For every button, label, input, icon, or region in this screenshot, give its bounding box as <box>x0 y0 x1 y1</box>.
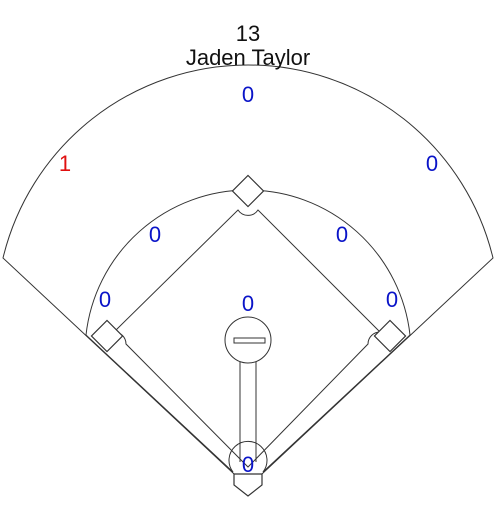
mound-to-home-lane <box>240 362 256 462</box>
zone-third-base-line: 0 <box>99 288 111 312</box>
third-base <box>91 320 122 351</box>
first-base <box>374 320 405 351</box>
right-foul-line-inner <box>263 335 410 472</box>
home-plate <box>234 474 262 496</box>
second-base <box>232 175 263 206</box>
outfield-fence <box>3 65 493 487</box>
zone-first-base-line: 0 <box>386 288 398 312</box>
zone-home-plate: 0 <box>242 453 254 477</box>
zone-right-field: 0 <box>426 152 438 176</box>
zone-left-center-infield: 0 <box>149 223 161 247</box>
zone-middle-infield: 0 <box>242 292 254 316</box>
pitchers-mound <box>225 317 271 363</box>
pitchers-rubber <box>234 338 265 343</box>
left-foul-line-inner <box>86 335 233 472</box>
player-number: 13 <box>236 22 260 46</box>
zone-right-center-infield: 0 <box>336 223 348 247</box>
zone-left-field: 1 <box>59 152 71 176</box>
zone-center-field: 0 <box>242 83 254 107</box>
player-name: Jaden Taylor <box>186 46 310 70</box>
